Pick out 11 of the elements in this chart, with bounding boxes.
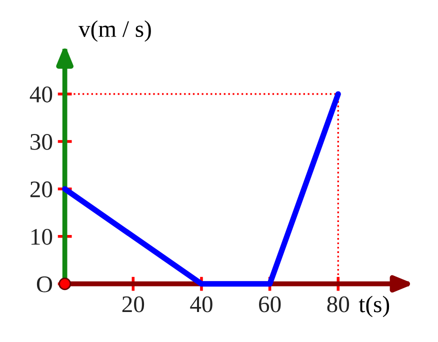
x-tick-label: 60 — [259, 296, 281, 312]
y-axis-title: v(m / s) — [78, 20, 151, 42]
x-axis-title: t(s) — [358, 296, 390, 318]
y-tick-label: 10 — [31, 228, 52, 245]
y-tick-label: O — [36, 276, 52, 292]
x-tick-label: 20 — [122, 296, 144, 312]
x-tick-label: 40 — [190, 296, 212, 312]
y-tick-label: 40 — [30, 86, 52, 102]
y-tick-label: 20 — [30, 181, 52, 198]
y-tick-label: 30 — [30, 134, 52, 150]
x-tick-label: 80 — [327, 296, 350, 312]
